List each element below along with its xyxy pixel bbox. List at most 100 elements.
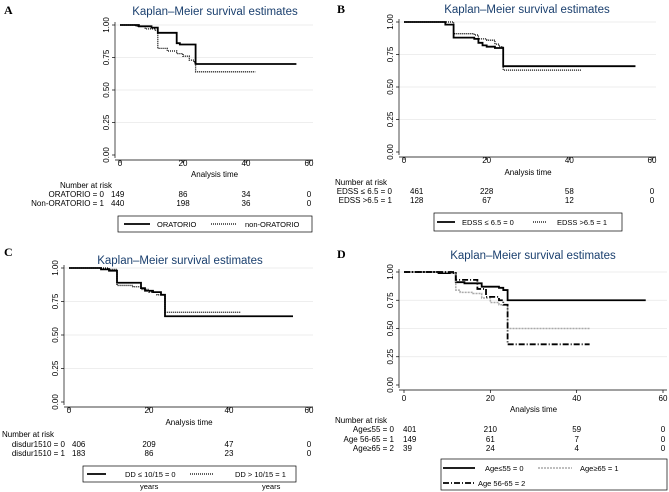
x-tick-label: 40 — [572, 394, 581, 403]
panel-a: A Kaplan–Meier survival estimates 0.00 0.25… — [4, 3, 314, 233]
risk-row-label: Non-ORATORIO = 1 — [31, 199, 104, 208]
risk-value: 61 — [486, 435, 495, 444]
survival-curve-2 — [120, 24, 256, 73]
panel-b: B Kaplan–Meier survival estimates 0.00 0.25… — [335, 2, 657, 232]
x-tick-label: 20 — [482, 156, 491, 165]
risk-value: 0 — [307, 440, 312, 449]
legend-box — [82, 465, 297, 483]
survival-curve-2 — [69, 267, 241, 313]
legend-label: Age≤55 = 0 — [485, 464, 524, 473]
risk-value: 39 — [403, 444, 412, 453]
risk-value: 24 — [486, 444, 495, 453]
y-tick-label: 0.50 — [102, 82, 111, 98]
risk-value: 0 — [661, 435, 666, 444]
risk-value: 0 — [650, 196, 655, 205]
risk-value: 401 — [403, 425, 417, 434]
legend-label: Age≥65 = 1 — [580, 464, 619, 473]
risk-value: 86 — [145, 449, 154, 458]
risk-table-header: Number at risk — [335, 416, 388, 425]
survival-curve-1 — [404, 271, 646, 302]
x-tick-label: 60 — [659, 394, 668, 403]
legend-label: EDSS ≤ 6.5 = 0 — [462, 218, 514, 227]
y-tick-label: 0.75 — [51, 293, 60, 309]
legend-label: non-ORATORIO — [245, 220, 299, 229]
x-tick-label: 60 — [648, 156, 657, 165]
y-tick-label: 0.75 — [386, 292, 395, 308]
risk-value: 0 — [661, 444, 666, 453]
risk-row-label: disdur1510 = 1 — [12, 449, 66, 458]
y-tick-label: 0.50 — [51, 327, 60, 343]
x-tick-label: 0 — [402, 156, 407, 165]
y-tick-label: 1.00 — [386, 14, 395, 30]
risk-value: 58 — [565, 187, 574, 196]
risk-value: 183 — [72, 449, 86, 458]
risk-value: 210 — [484, 425, 498, 434]
legend: EDSS ≤ 6.5 = 0 EDSS >6.5 = 1 — [433, 212, 623, 232]
y-tick-label: 0.25 — [386, 348, 395, 364]
panel-letter: D — [337, 247, 346, 261]
chart-title: Kaplan–Meier survival estimates — [444, 4, 610, 16]
y-tick-label: 0.25 — [386, 111, 395, 127]
risk-row-label: EDSS ≤ 6.5 = 0 — [337, 187, 393, 196]
x-tick-label: 60 — [305, 406, 314, 415]
y-tick-label: 0.50 — [386, 79, 395, 95]
chart-title: Kaplan–Meier survival estimates — [97, 255, 263, 267]
risk-value: 0 — [307, 190, 312, 199]
risk-row-label: Age 56-65 = 1 — [344, 435, 395, 444]
risk-value: 34 — [242, 190, 251, 199]
risk-value: 0 — [661, 425, 666, 434]
risk-value: 12 — [565, 196, 574, 205]
survival-curve-1 — [404, 21, 636, 68]
legend-box — [433, 212, 623, 232]
panel-letter: B — [337, 2, 345, 16]
risk-value: 36 — [242, 199, 251, 208]
panel-c: C Kaplan–Meier survival estimates 0.00 0.25… — [2, 245, 314, 491]
y-tick-label: 0.00 — [51, 394, 60, 410]
panel-d: D Kaplan–Meier survival estimates 0.00 0.25… — [335, 247, 668, 491]
legend: DD ≤ 10/15 = 0 years DD > 10/15 = 1 years — [82, 465, 297, 491]
x-tick-label: 0 — [402, 394, 407, 403]
legend-box — [440, 458, 668, 491]
y-tick-label: 0.75 — [386, 46, 395, 62]
risk-value: 0 — [307, 199, 312, 208]
x-tick-label: 40 — [565, 156, 574, 165]
x-axis-title: Analysis time — [510, 405, 558, 414]
x-axis-title: Analysis time — [165, 418, 213, 427]
risk-value: 47 — [225, 440, 234, 449]
x-tick-label: 0 — [118, 159, 123, 168]
legend-label: DD > 10/15 = 1 — [235, 470, 286, 479]
risk-table-header: Number at risk — [60, 181, 113, 190]
survival-curve-1 — [120, 24, 297, 65]
risk-row-label: EDSS >6.5 = 1 — [339, 196, 393, 205]
legend-label: Age 56-65 = 2 — [478, 479, 525, 488]
legend-label: DD ≤ 10/15 = 0 — [125, 470, 176, 479]
risk-value: 59 — [572, 425, 581, 434]
panel-letter: C — [4, 245, 13, 259]
legend: Age≤55 = 0 Age≥65 = 1 Age 56-65 = 2 — [440, 458, 668, 491]
risk-value: 0 — [307, 449, 312, 458]
risk-row-label: ORATORIO = 0 — [49, 190, 105, 199]
y-tick-label: 1.00 — [386, 264, 395, 280]
risk-value: 7 — [574, 435, 579, 444]
legend-sublabel: years — [262, 482, 281, 491]
survival-curve-3 — [404, 271, 590, 346]
y-tick-label: 1.00 — [102, 17, 111, 33]
survival-curve-2 — [404, 21, 582, 71]
risk-value: 0 — [650, 187, 655, 196]
risk-value: 149 — [111, 190, 125, 199]
x-tick-label: 20 — [179, 159, 188, 168]
risk-value: 461 — [410, 187, 424, 196]
legend-label: ORATORIO — [157, 220, 196, 229]
y-tick-label: 0.00 — [102, 147, 111, 163]
y-tick-label: 0.00 — [386, 377, 395, 393]
risk-value: 23 — [225, 449, 234, 458]
legend-label: EDSS >6.5 = 1 — [557, 218, 607, 227]
risk-value: 4 — [574, 444, 579, 453]
x-tick-label: 20 — [145, 406, 154, 415]
x-axis-title: Analysis time — [191, 170, 239, 179]
risk-value: 209 — [142, 440, 156, 449]
survival-curve-1 — [69, 267, 293, 318]
legend-sublabel: years — [140, 482, 159, 491]
risk-value: 440 — [111, 199, 125, 208]
risk-row-label: disdur1510 = 0 — [12, 440, 66, 449]
